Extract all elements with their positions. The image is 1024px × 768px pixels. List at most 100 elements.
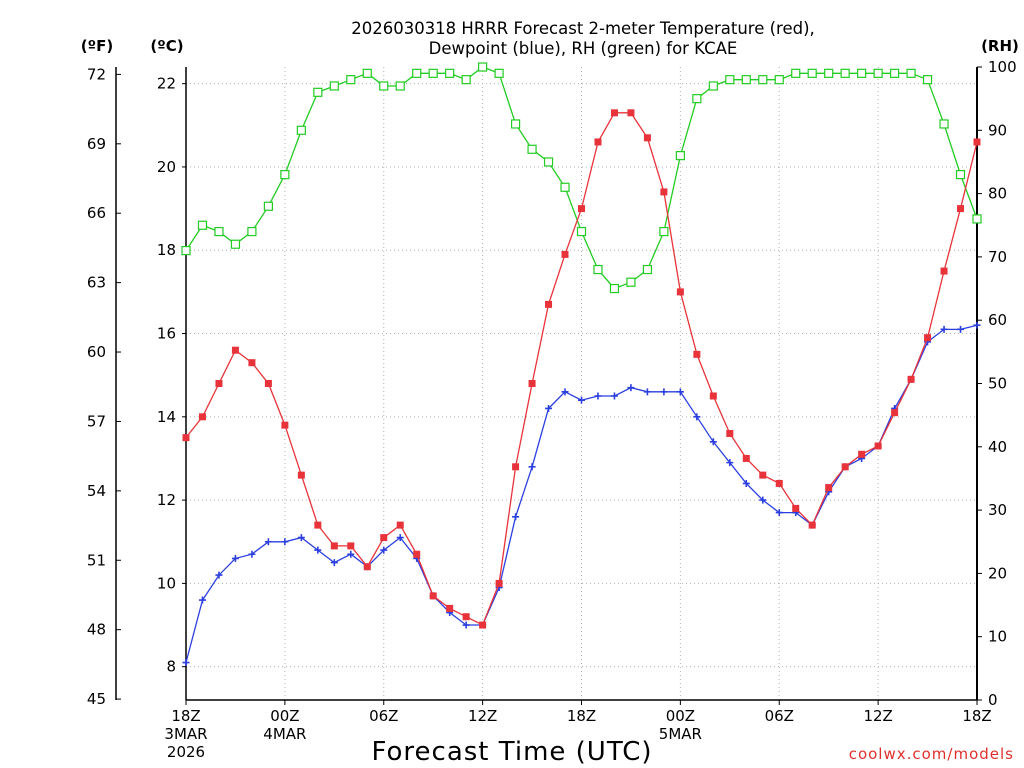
temperature-point xyxy=(841,463,849,471)
rh-point xyxy=(939,119,949,129)
celsius-tick-label: 16 xyxy=(157,325,176,343)
temperature-point xyxy=(924,334,932,342)
rh-point xyxy=(741,75,751,85)
celsius-tick-label: 14 xyxy=(157,408,176,426)
fahrenheit-tick-label: 69 xyxy=(87,135,106,153)
rh-point xyxy=(494,68,504,78)
temperature-point xyxy=(643,134,651,142)
temperature-point xyxy=(347,542,355,550)
time-tick-label: 5MAR xyxy=(659,725,702,743)
rh-point xyxy=(560,182,570,192)
temperature-point xyxy=(726,429,734,437)
rh-point xyxy=(972,214,982,224)
temperature-point xyxy=(709,392,717,400)
rh-point xyxy=(758,75,768,85)
rh-tick-label: 70 xyxy=(988,248,1007,266)
dewpoint-point xyxy=(215,571,223,579)
temperature-point xyxy=(215,380,223,387)
rh-tick-label: 100 xyxy=(988,58,1017,76)
temperature-point xyxy=(182,434,190,442)
celsius-tick-label: 10 xyxy=(157,574,176,592)
celsius-tick-label: 8 xyxy=(166,658,176,676)
rh-point xyxy=(708,81,718,91)
rh-point xyxy=(593,264,603,275)
rh-point xyxy=(214,226,224,237)
dewpoint-point xyxy=(545,404,553,412)
temperature-point xyxy=(380,534,388,542)
rh-point xyxy=(478,62,488,72)
temperature-point xyxy=(808,521,816,529)
fahrenheit-tick-label: 66 xyxy=(87,204,106,222)
temperature-point xyxy=(363,563,371,571)
temperature-point xyxy=(512,463,520,471)
temperature-point xyxy=(330,542,338,550)
dewpoint-point xyxy=(940,325,948,333)
temperature-point xyxy=(495,579,503,587)
rh-point xyxy=(313,87,323,97)
chart-title-line-2: Dewpoint (blue), RH (green) for KCAE xyxy=(429,39,738,58)
dewpoint-point xyxy=(742,479,750,487)
rh-tick-label: 90 xyxy=(988,121,1007,139)
rh-point xyxy=(576,226,587,237)
rh-point xyxy=(824,68,834,78)
x-axis-label: Forecast Time (UTC) xyxy=(371,737,652,767)
dewpoint-point xyxy=(594,392,602,400)
fahrenheit-tick-label: 60 xyxy=(87,343,106,361)
time-tick-label: 4MAR xyxy=(263,725,306,743)
dewpoint-point xyxy=(248,550,256,558)
chart-title-line-1: 2026030318 HRRR Forecast 2-meter Tempera… xyxy=(351,19,815,38)
fahrenheit-tick-label: 51 xyxy=(87,551,106,569)
tick-labels: 8 10 12 14 16 18 20 22 45 48 51 54 57 60 63 66 69 72 0 10 20… xyxy=(87,58,1017,761)
rh-point xyxy=(296,125,306,135)
rh-point xyxy=(626,277,636,287)
temperature-point xyxy=(528,380,536,387)
axes xyxy=(115,66,982,705)
dewpoint-point xyxy=(610,392,618,400)
dewpoint-point xyxy=(775,509,783,517)
temperature-point xyxy=(742,454,750,462)
temperature-point xyxy=(891,409,899,417)
temperature-point xyxy=(578,205,585,213)
dewpoint-point xyxy=(182,659,190,667)
temperature-point xyxy=(940,267,948,275)
temperature-point xyxy=(561,250,569,258)
time-tick-label: 18Z xyxy=(171,707,200,725)
rh-unit-label: (RH) xyxy=(981,37,1019,55)
time-tick-label: 12Z xyxy=(863,707,892,725)
dewpoint-point xyxy=(347,550,355,558)
rh-point xyxy=(807,68,817,78)
rh-point xyxy=(197,220,208,230)
celsius-tick-label: 18 xyxy=(157,241,176,259)
temperature-point xyxy=(792,504,800,512)
rh-point xyxy=(857,68,867,78)
celsius-tick-label: 20 xyxy=(157,158,176,176)
temperature-point xyxy=(314,521,322,529)
rh-tick-label: 10 xyxy=(988,628,1007,646)
dewpoint-point xyxy=(973,321,981,329)
temperature-point xyxy=(413,550,421,558)
temperature-point xyxy=(264,380,272,387)
rh-point xyxy=(379,81,389,91)
fahrenheit-unit-label: (ºF) xyxy=(81,37,113,55)
credit-text: coolwx.com/models xyxy=(849,745,1014,763)
dewpoint-point xyxy=(512,513,520,521)
rh-point xyxy=(263,201,273,211)
temperature-point xyxy=(957,205,965,213)
series-layer xyxy=(181,62,982,667)
dewpoint-point xyxy=(709,438,717,446)
fahrenheit-tick-label: 63 xyxy=(87,274,106,292)
rh-point xyxy=(346,75,356,85)
grid-lines xyxy=(185,67,978,700)
rh-point xyxy=(906,68,916,78)
dewpoint-point xyxy=(627,384,635,392)
fahrenheit-tick-label: 48 xyxy=(87,621,106,639)
rh-point xyxy=(329,81,339,91)
fahrenheit-tick-label: 72 xyxy=(87,65,106,83)
rh-point xyxy=(609,283,620,294)
time-tick-label: 3MAR xyxy=(164,725,207,743)
celsius-tick-label: 22 xyxy=(157,75,176,93)
rh-point xyxy=(527,144,537,154)
fahrenheit-tick-label: 45 xyxy=(87,690,106,708)
temperature-point xyxy=(446,604,454,612)
fahrenheit-tick-label: 54 xyxy=(87,482,106,500)
